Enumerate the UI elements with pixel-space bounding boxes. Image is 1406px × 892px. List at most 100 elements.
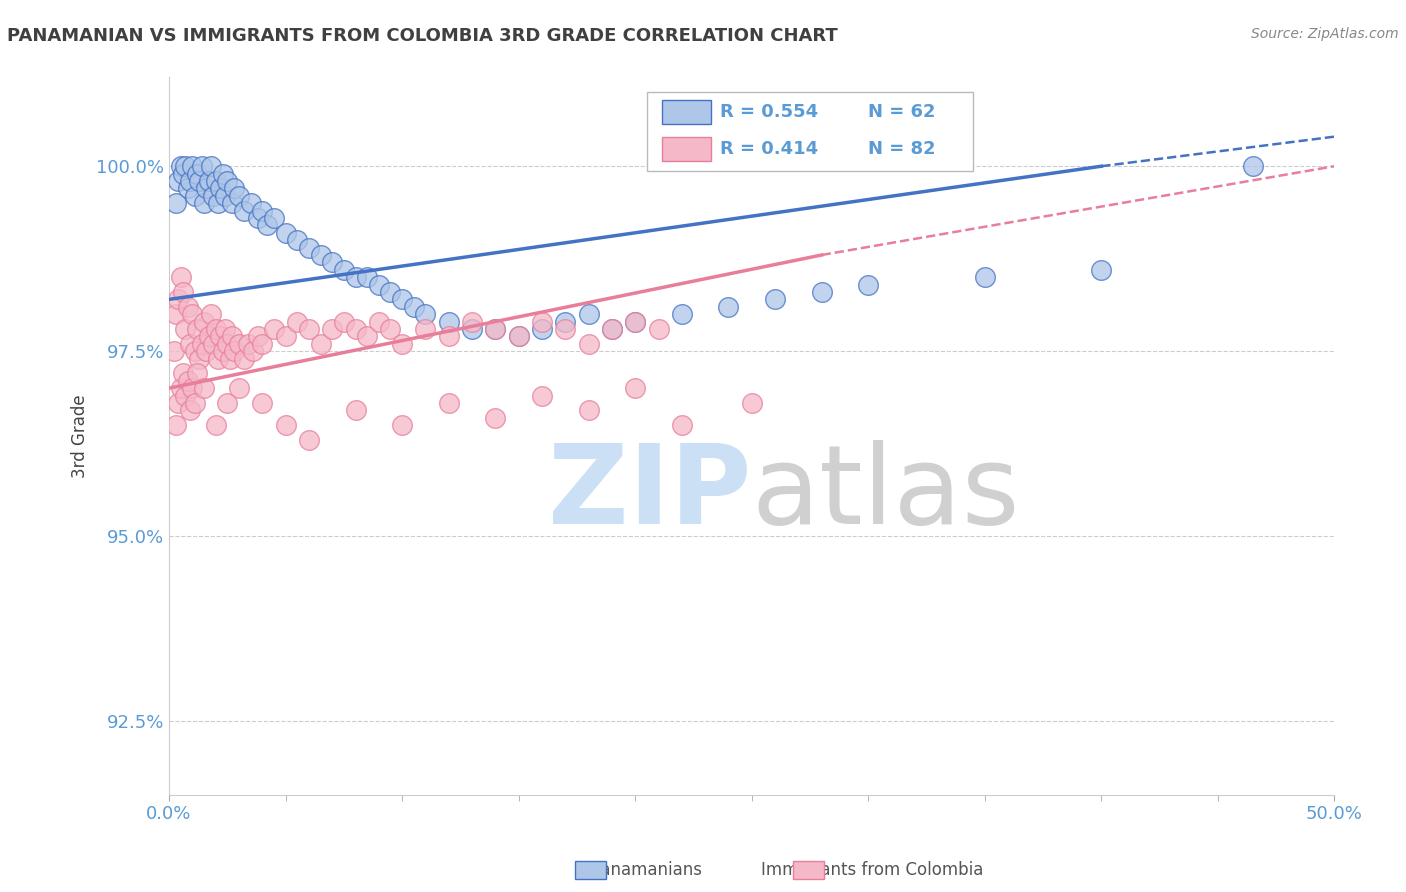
Point	[167, 396, 190, 410]
Point	[224, 344, 246, 359]
Text: R = 0.414: R = 0.414	[720, 140, 818, 158]
Point	[484, 322, 506, 336]
Point	[344, 403, 367, 417]
Point	[188, 351, 211, 366]
Point	[530, 388, 553, 402]
Point	[211, 167, 233, 181]
Point	[624, 315, 647, 329]
Point	[207, 351, 229, 366]
Point	[391, 336, 413, 351]
Point	[461, 322, 484, 336]
Point	[181, 381, 204, 395]
Point	[380, 285, 402, 299]
Point	[298, 433, 321, 447]
Point	[207, 196, 229, 211]
Point	[858, 277, 880, 292]
Point	[484, 410, 506, 425]
Point	[274, 418, 297, 433]
Point	[624, 315, 647, 329]
Point	[344, 322, 367, 336]
Text: ZIP: ZIP	[548, 440, 752, 547]
Point	[228, 189, 250, 203]
Point	[174, 388, 197, 402]
Point	[239, 196, 262, 211]
Text: Source: ZipAtlas.com: Source: ZipAtlas.com	[1251, 27, 1399, 41]
Point	[217, 396, 239, 410]
Text: N = 82: N = 82	[869, 140, 936, 158]
Point	[298, 322, 321, 336]
Point	[232, 203, 254, 218]
Point	[181, 159, 204, 173]
Point	[367, 277, 389, 292]
Point	[238, 336, 260, 351]
Point	[190, 159, 212, 173]
Point	[174, 322, 197, 336]
Point	[209, 181, 232, 195]
Point	[578, 336, 600, 351]
Point	[172, 367, 194, 381]
Point	[973, 270, 995, 285]
Point	[242, 344, 264, 359]
Text: Immigrants from Colombia: Immigrants from Colombia	[761, 861, 983, 879]
Point	[437, 329, 460, 343]
Point	[415, 307, 437, 321]
Point	[165, 196, 187, 211]
Point	[380, 322, 402, 336]
Point	[193, 381, 215, 395]
Point	[204, 418, 226, 433]
Point	[1090, 262, 1112, 277]
Point	[671, 418, 693, 433]
Point	[165, 418, 187, 433]
Point	[186, 167, 208, 181]
Point	[209, 329, 232, 343]
Point	[218, 351, 240, 366]
Point	[763, 293, 786, 307]
Point	[195, 181, 218, 195]
Text: Panamanians: Panamanians	[592, 861, 702, 879]
Point	[530, 315, 553, 329]
Point	[181, 307, 204, 321]
Point	[221, 329, 243, 343]
Point	[810, 285, 832, 299]
Text: N = 62: N = 62	[869, 103, 936, 121]
Point	[298, 241, 321, 255]
Point	[285, 233, 308, 247]
Point	[600, 322, 623, 336]
Point	[204, 174, 226, 188]
Point	[508, 329, 530, 343]
Point	[200, 159, 222, 173]
Point	[647, 322, 669, 336]
Point	[263, 211, 285, 225]
FancyBboxPatch shape	[662, 137, 711, 161]
Point	[197, 174, 219, 188]
Point	[309, 248, 332, 262]
Point	[167, 293, 190, 307]
Point	[174, 159, 197, 173]
Point	[193, 196, 215, 211]
Point	[202, 189, 225, 203]
FancyBboxPatch shape	[647, 92, 973, 170]
Point	[186, 322, 208, 336]
Point	[578, 307, 600, 321]
Point	[256, 219, 278, 233]
Point	[624, 381, 647, 395]
Point	[183, 344, 205, 359]
Point	[437, 396, 460, 410]
Point	[214, 322, 236, 336]
Point	[202, 336, 225, 351]
Y-axis label: 3rd Grade: 3rd Grade	[72, 394, 89, 478]
Point	[172, 285, 194, 299]
Point	[578, 403, 600, 417]
Point	[232, 351, 254, 366]
Point	[172, 167, 194, 181]
Text: atlas: atlas	[752, 440, 1021, 547]
Point	[741, 396, 763, 410]
Point	[252, 203, 274, 218]
Point	[179, 336, 201, 351]
Point	[391, 418, 413, 433]
FancyBboxPatch shape	[662, 100, 711, 124]
Point	[321, 255, 343, 269]
Point	[246, 211, 269, 225]
Point	[274, 329, 297, 343]
Point	[367, 315, 389, 329]
